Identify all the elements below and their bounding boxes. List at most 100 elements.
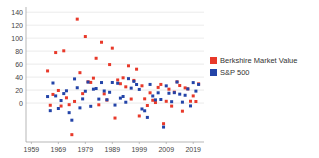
point [100,81,103,84]
y-tick-label: 0 [19,100,23,107]
point [122,76,125,79]
point [165,100,168,103]
point [89,105,92,108]
point [151,99,154,102]
grid-line [26,38,204,39]
point [78,71,81,74]
point [81,92,84,95]
point [73,100,76,103]
point [51,82,54,85]
point [46,95,49,98]
x-axis-line [26,142,204,143]
point [70,119,73,122]
point [111,81,114,84]
point [138,88,141,91]
point [189,100,192,103]
x-tick-label: 1959 [24,146,40,153]
point [140,107,143,110]
point [73,77,76,80]
point [65,89,68,92]
point [49,104,52,107]
point [197,82,200,85]
point [184,94,187,97]
point [54,51,57,54]
point [89,81,92,84]
point [78,106,81,109]
y-tick-label: 100 [11,35,23,42]
point [135,83,138,86]
point [178,84,181,87]
point [165,84,168,87]
point [143,109,146,112]
point [130,98,133,101]
point [149,91,152,94]
point [97,103,100,106]
point [132,79,135,82]
point [51,93,54,96]
point [119,97,122,100]
x-tick-label: 1989 [105,146,121,153]
points [46,18,200,137]
point [194,100,197,103]
chart: 0204060801001201401959196919791989199920… [0,0,319,158]
point [108,63,111,66]
point [105,98,108,101]
point [176,80,179,83]
x-tick-label: 1979 [78,146,94,153]
grid-line [26,90,204,91]
point [181,110,184,113]
point [151,94,154,97]
point [57,89,60,92]
point [173,91,176,94]
point [114,117,117,120]
point [159,83,162,86]
point [135,68,138,71]
x-tick-label: 2009 [158,146,174,153]
legend-label: S&P 500 [220,68,249,77]
point [92,77,95,80]
point [49,109,52,112]
legend-label: Berkshire Market Value [220,56,297,65]
point [154,98,157,101]
point [84,90,87,93]
point [146,104,149,107]
point [111,47,114,50]
point [65,96,68,99]
point [178,93,181,96]
point [105,99,108,102]
point [189,104,192,107]
y-tick-label: 80 [15,48,23,55]
y-tick-label: 120 [11,22,23,29]
point [162,122,165,125]
point [173,91,176,94]
point [122,95,125,98]
y-tick-label: 140 [11,9,23,16]
point [181,101,184,104]
point [103,89,106,92]
point [154,101,157,104]
x-tick-label: 2019 [185,146,201,153]
grid-line [26,103,204,104]
point [119,82,122,85]
point [197,83,200,86]
point [70,133,73,136]
point [62,92,65,95]
point [140,84,143,87]
y-tick-label: 60 [15,61,23,68]
point [127,64,130,67]
point [192,81,195,84]
y-axis-line [26,7,27,142]
point [60,99,63,102]
point [170,100,173,103]
point [100,41,103,44]
grid-line [26,25,204,26]
point [194,90,197,93]
point [68,111,71,114]
point [167,92,170,95]
point [186,87,189,90]
point [60,105,63,108]
point [184,86,187,89]
point [116,78,119,81]
x-tick-label: 1969 [51,146,67,153]
x-tick-label: 1999 [131,146,147,153]
